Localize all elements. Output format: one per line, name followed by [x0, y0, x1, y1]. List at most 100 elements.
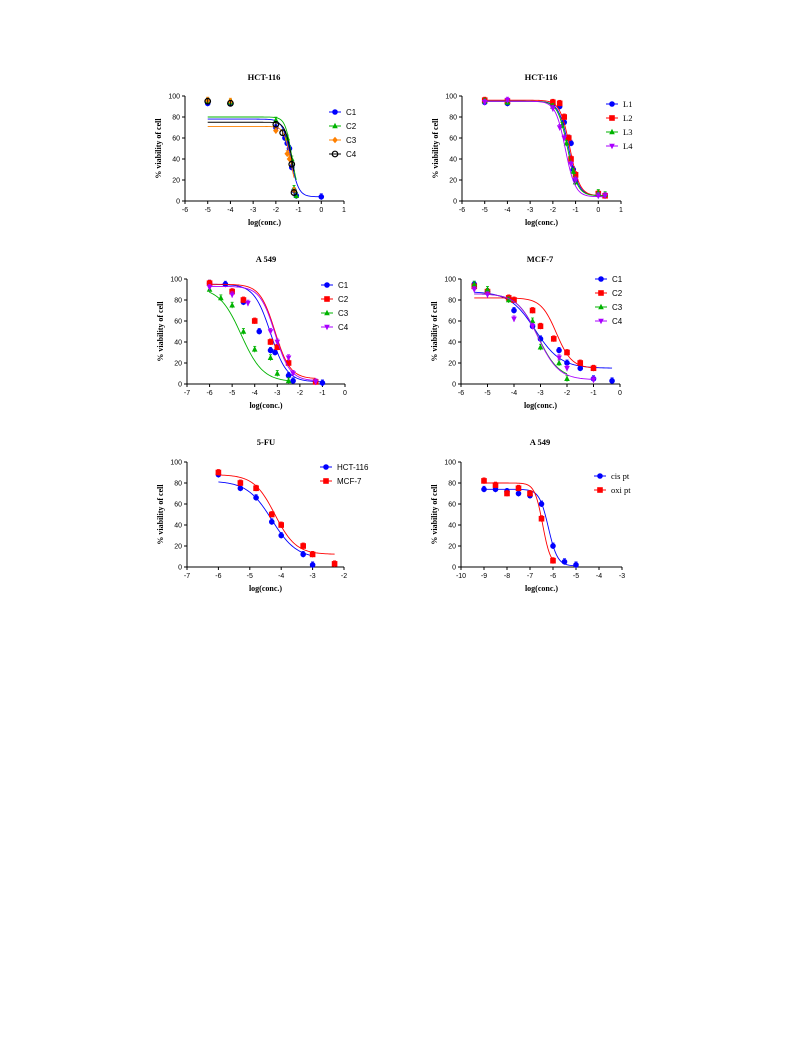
data-point — [556, 347, 562, 354]
data-point — [237, 485, 244, 492]
legend-marker — [323, 478, 329, 484]
legend: C1 C2 C3 C4 — [329, 108, 357, 159]
y-tick-label: 40 — [174, 523, 182, 530]
data-point — [331, 561, 338, 567]
data-point — [561, 558, 568, 565]
legend-marker — [609, 128, 615, 135]
x-tick-label: -5 — [247, 573, 253, 580]
data-point — [590, 377, 597, 384]
y-tick-label: 60 — [174, 319, 182, 326]
data-point — [556, 359, 562, 366]
chart-title: A 549 — [530, 437, 551, 447]
fit-curve — [209, 283, 316, 379]
data-point — [550, 543, 556, 549]
data-point — [267, 347, 274, 354]
data-point — [471, 287, 478, 293]
data-point — [471, 280, 478, 287]
y-tick-label: 20 — [448, 361, 456, 368]
data-point — [256, 328, 263, 335]
data-point — [537, 323, 544, 330]
legend-marker — [598, 318, 604, 325]
series-l1 — [481, 98, 608, 199]
y-tick-label: 80 — [448, 481, 456, 488]
legend: C1 C2 C3 C4 — [595, 275, 623, 326]
data-point — [481, 100, 488, 106]
legend-marker — [332, 122, 338, 129]
data-point — [309, 551, 316, 558]
legend-marker — [324, 309, 330, 316]
y-axis-label: % viability of cell — [156, 484, 165, 545]
x-tick-label: 0 — [343, 390, 347, 397]
y-tick-label: 100 — [170, 460, 182, 467]
data-point — [319, 380, 326, 386]
y-tick-label: 80 — [172, 115, 180, 122]
series-c1 — [204, 99, 325, 200]
x-axis-label: log(conc.) — [248, 218, 281, 227]
data-point — [561, 114, 568, 120]
y-tick-label: 100 — [168, 94, 180, 101]
x-tick-label: -4 — [252, 390, 258, 397]
x-tick-label: -7 — [184, 390, 190, 397]
data-point — [272, 120, 280, 128]
data-point — [218, 294, 224, 301]
fit-curve — [474, 293, 568, 375]
y-axis-label: % viability of cell — [154, 118, 163, 179]
x-tick-label: -1 — [319, 390, 325, 397]
data-point — [568, 156, 574, 162]
data-point — [577, 360, 584, 366]
y-tick-label: 100 — [445, 94, 457, 101]
y-tick-label: 60 — [172, 136, 180, 143]
legend-marker — [609, 101, 615, 107]
data-point — [272, 349, 278, 356]
data-point — [274, 344, 281, 351]
y-tick-label: 20 — [448, 544, 456, 551]
legend-label: C4 — [346, 150, 357, 159]
x-tick-label: -2 — [564, 390, 570, 397]
data-point — [563, 139, 570, 146]
data-point — [573, 562, 579, 568]
legend-label: C2 — [338, 295, 349, 304]
data-point — [595, 193, 602, 200]
series-c4 — [471, 286, 597, 384]
y-tick-label: 40 — [174, 340, 182, 347]
x-tick-label: -5 — [484, 390, 490, 397]
chart-title: HCT-116 — [248, 72, 281, 82]
data-point — [550, 557, 556, 564]
x-tick-label: -2 — [297, 390, 303, 397]
data-point — [215, 469, 222, 476]
data-point — [564, 365, 570, 372]
legend-label: C2 — [346, 122, 357, 131]
data-point — [290, 378, 296, 384]
x-tick-label: -8 — [504, 573, 510, 580]
y-tick-label: 60 — [449, 136, 457, 143]
data-point — [268, 511, 275, 518]
chart-panel-5: 5-FU -7 -6 -5 -4 -3 -2 0 20 40 60 80 100 log(conc.) % … — [156, 437, 369, 593]
x-tick-label: -4 — [227, 207, 233, 214]
x-tick-label: -5 — [229, 390, 235, 397]
x-tick-label: 0 — [596, 207, 600, 214]
data-point — [556, 355, 562, 362]
x-tick-label: -5 — [573, 573, 579, 580]
y-tick-label: 0 — [178, 565, 182, 572]
legend-label: C3 — [338, 309, 349, 318]
x-tick-label: -4 — [511, 390, 517, 397]
data-point — [251, 346, 258, 352]
data-point — [227, 99, 234, 107]
fit-curve — [209, 285, 316, 381]
legend-label: L2 — [623, 113, 632, 123]
series-l4 — [481, 96, 608, 200]
chart-title: MCF-7 — [527, 254, 554, 264]
x-tick-label: -2 — [550, 207, 556, 214]
data-point — [484, 286, 491, 292]
data-point — [529, 323, 536, 330]
data-point — [550, 106, 556, 112]
x-tick-label: -3 — [274, 390, 280, 397]
data-point — [274, 370, 281, 376]
x-tick-label: 0 — [319, 207, 323, 214]
x-tick-label: -6 — [182, 207, 188, 214]
x-tick-label: -2 — [341, 573, 347, 580]
legend-label: C4 — [612, 317, 623, 326]
data-point — [288, 160, 296, 168]
legend-label: cis pt — [611, 471, 630, 481]
